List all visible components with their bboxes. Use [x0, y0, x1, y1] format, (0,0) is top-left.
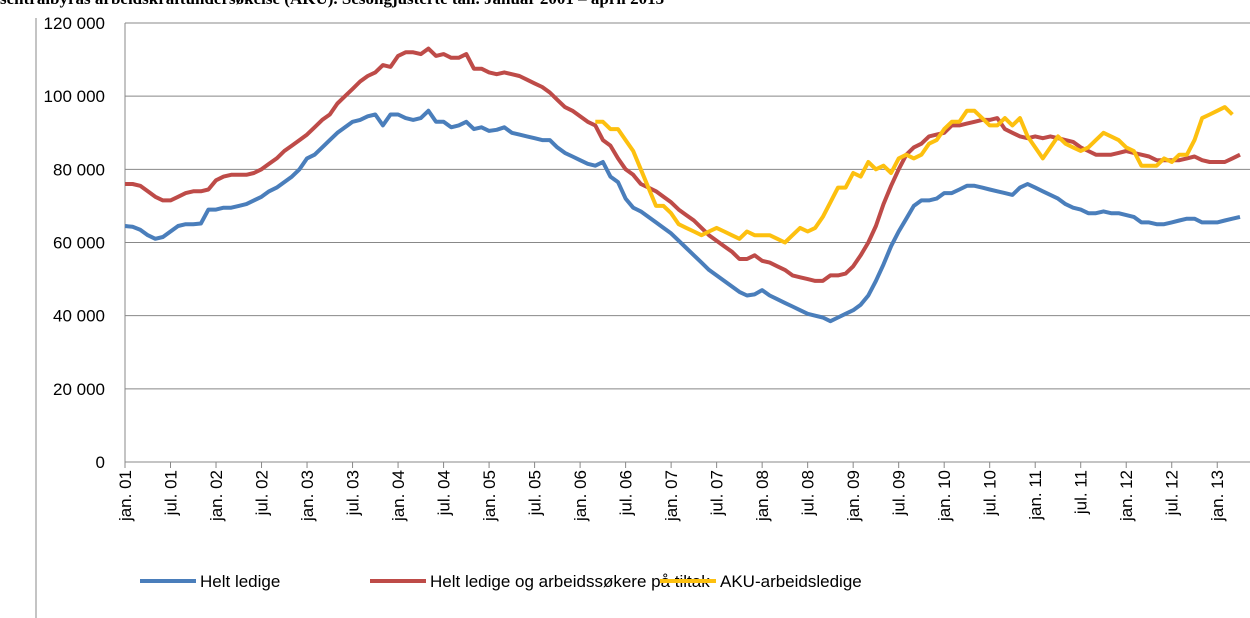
x-tick-label: jul. 08	[799, 470, 818, 516]
x-tick-label: jul. 02	[253, 470, 272, 516]
y-tick-label: 40 000	[53, 307, 105, 326]
x-tick-label: jan. 09	[844, 470, 863, 522]
x-tick-label: jul. 11	[1072, 470, 1091, 515]
x-tick-label: jul. 06	[617, 470, 636, 516]
series-line	[125, 46, 1241, 283]
x-tick-label: jul. 01	[162, 470, 181, 516]
y-tick-label: 0	[96, 453, 105, 472]
x-tick-label: jan. 13	[1208, 470, 1227, 522]
series-line	[595, 105, 1234, 245]
legend-label: AKU-arbeidsledige	[720, 572, 862, 591]
x-tick-label: jan. 02	[207, 470, 226, 522]
x-tick-label: jan. 12	[1117, 470, 1136, 522]
x-tick-label: jan. 03	[298, 470, 317, 522]
x-tick-label: jan. 08	[753, 470, 772, 522]
x-tick-label: jan. 01	[116, 470, 135, 522]
legend-label: Helt ledige	[200, 572, 280, 591]
x-tick-label: jul. 07	[708, 470, 727, 516]
x-tick-label: jul. 10	[981, 470, 1000, 516]
x-tick-label: jan. 04	[389, 470, 408, 522]
y-tick-label: 60 000	[53, 234, 105, 253]
y-tick-label: 80 000	[53, 160, 105, 179]
y-tick-label: 100 000	[44, 87, 105, 106]
x-tick-label: jul. 04	[435, 470, 454, 516]
x-tick-label: jan. 11	[1026, 470, 1045, 521]
x-tick-label: jan. 10	[935, 470, 954, 522]
legend-label: Helt ledige og arbeidssøkere på tiltak	[430, 572, 710, 591]
x-tick-label: jul. 05	[526, 470, 545, 516]
y-tick-label: 20 000	[53, 380, 105, 399]
x-tick-label: jul. 03	[344, 470, 363, 516]
x-tick-label: jul. 12	[1163, 470, 1182, 516]
x-tick-label: jan. 05	[480, 470, 499, 522]
x-tick-label: jan. 06	[571, 470, 590, 522]
chart-title: sentralbyrås arbeidskraftundersøkelse (A…	[0, 0, 664, 8]
x-tick-label: jan. 07	[662, 470, 681, 522]
series-line	[124, 108, 1241, 324]
x-tick-label: jul. 09	[890, 470, 909, 516]
y-tick-label: 120 000	[44, 14, 105, 33]
